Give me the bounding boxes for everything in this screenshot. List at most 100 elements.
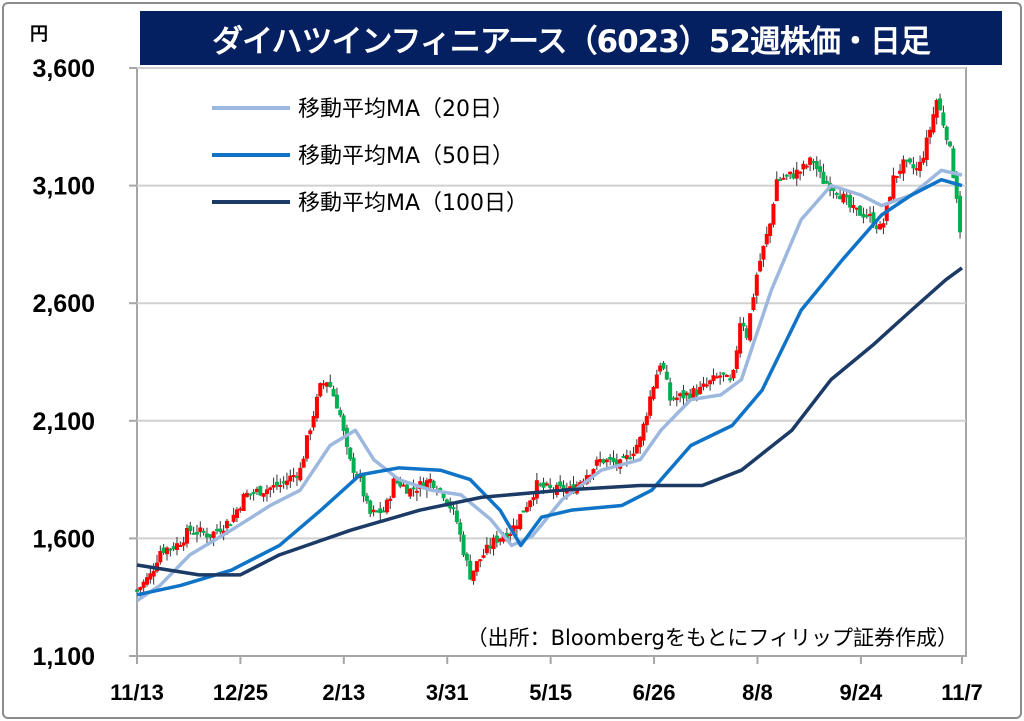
candle-up	[718, 375, 723, 378]
candle-up	[544, 483, 549, 486]
candle-up	[654, 374, 659, 389]
candle-up	[924, 137, 929, 160]
candle-up	[644, 415, 649, 426]
candle-down	[438, 488, 443, 491]
candle-up	[594, 459, 599, 466]
candle-down	[458, 522, 463, 535]
candle-down	[468, 560, 473, 580]
y-axis-unit: 円	[30, 24, 48, 45]
candle-up	[318, 383, 323, 397]
candle-down	[454, 510, 459, 522]
candle-down	[858, 205, 863, 216]
candle-down	[411, 487, 416, 490]
candle-up	[878, 224, 883, 230]
candle-down	[548, 484, 553, 488]
candle-up	[238, 508, 243, 511]
candle-up	[224, 520, 229, 529]
candle-up	[314, 396, 319, 419]
candle-down	[188, 525, 193, 531]
candle-up	[221, 530, 226, 535]
candle-down	[811, 160, 816, 164]
candle-up	[691, 388, 696, 399]
candle-down	[191, 532, 196, 535]
candle-down	[814, 161, 819, 169]
candle-down	[494, 535, 499, 543]
candle-down	[778, 178, 783, 181]
candle-up	[604, 459, 609, 463]
candle-up	[424, 480, 429, 491]
x-tick-label: 11/13	[110, 680, 164, 705]
candle-up	[491, 537, 496, 550]
candle-down	[818, 166, 823, 172]
candle-up	[264, 489, 269, 495]
candle-down	[441, 491, 446, 499]
candle-down	[671, 397, 676, 400]
candle-up	[881, 223, 886, 228]
candle-up	[591, 468, 596, 476]
legend-label: 移動平均MA（50日）	[298, 144, 514, 169]
x-tick-label: 11/7	[941, 680, 983, 705]
candle-up	[384, 499, 389, 513]
candle-up	[738, 323, 743, 354]
candle-down	[728, 378, 733, 381]
candle-up	[234, 509, 239, 518]
candle-down	[348, 447, 353, 460]
candle-up	[304, 435, 309, 459]
y-tick-label: 2,600	[32, 290, 95, 318]
candle-up	[808, 157, 813, 165]
candle-down	[204, 533, 209, 538]
candle-up	[138, 587, 143, 591]
candle-down	[681, 390, 686, 399]
candle-up	[524, 506, 529, 512]
candle-up	[804, 165, 809, 168]
candle-down	[404, 484, 409, 494]
candle-up	[408, 488, 413, 497]
candle-up	[181, 542, 186, 546]
ma-line-2	[136, 266, 964, 577]
candle-up	[481, 555, 486, 558]
candle-down	[668, 382, 673, 401]
candle-up	[428, 478, 433, 483]
candle-up	[291, 475, 296, 478]
candle-up	[478, 559, 483, 562]
candle-down	[848, 195, 853, 208]
candle-up	[211, 531, 216, 538]
candle-up	[918, 161, 923, 171]
x-tick-label: 2/13	[322, 680, 365, 705]
candle-up	[158, 551, 163, 563]
candle-down	[864, 214, 869, 217]
candle-up	[484, 544, 489, 554]
candle-down	[908, 158, 913, 163]
candle-down	[694, 389, 699, 396]
candle-up	[514, 525, 519, 529]
candle-down	[744, 328, 749, 338]
candle-down	[608, 456, 613, 460]
candle-down	[344, 427, 349, 448]
candle-down	[168, 548, 173, 551]
candle-down	[824, 180, 829, 184]
candle-down	[904, 159, 909, 162]
candle-up	[308, 430, 313, 435]
candle-up	[914, 168, 919, 171]
candle-up	[174, 543, 179, 550]
candle-down	[258, 486, 263, 496]
candle-down	[398, 481, 403, 487]
candle-up	[598, 459, 603, 463]
candle-down	[791, 173, 796, 179]
candle-down	[664, 371, 669, 380]
candle-down	[364, 495, 369, 502]
candle-up	[528, 500, 533, 508]
candle-up	[768, 223, 773, 236]
candle-up	[888, 196, 893, 203]
candle-up	[901, 159, 906, 174]
candle-up	[758, 260, 763, 272]
candle-up	[278, 484, 283, 487]
y-tick-label: 3,600	[32, 55, 95, 83]
x-tick-label: 8/8	[742, 680, 773, 705]
candle-down	[171, 546, 176, 550]
candle-up	[891, 175, 896, 199]
candle-up	[684, 392, 689, 396]
candle-up	[934, 99, 939, 118]
candle-up	[301, 458, 306, 468]
